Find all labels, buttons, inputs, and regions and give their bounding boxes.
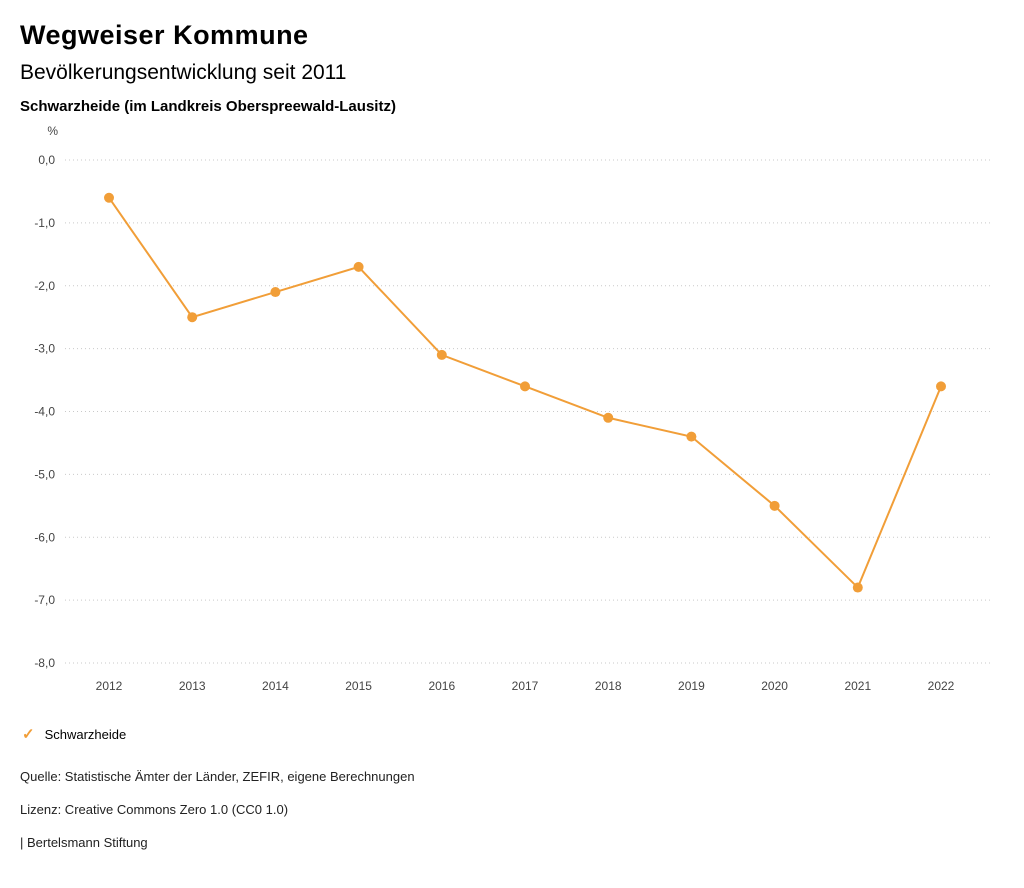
chart-subtitle: Bevölkerungsentwicklung seit 2011: [20, 61, 347, 84]
region-label: Schwarzheide (im Landkreis Oberspreewald…: [20, 98, 396, 115]
y-tick-label: -2,0: [34, 279, 55, 293]
data-point[interactable]: [686, 431, 697, 442]
x-tick-label: 2020: [761, 679, 788, 693]
x-tick-label: 2018: [595, 679, 622, 693]
data-point[interactable]: [520, 381, 530, 392]
legend-item-label[interactable]: Schwarzheide: [44, 726, 127, 742]
x-tick-label: 2021: [844, 679, 871, 693]
y-tick-label: 0,0: [38, 153, 55, 167]
data-point[interactable]: [603, 412, 614, 423]
x-tick-label: 2014: [262, 679, 289, 693]
license-text: Lizenz: Creative Commons Zero 1.0 (CC0 1…: [20, 802, 289, 817]
x-tick-label: 2015: [345, 679, 372, 693]
source-text: Quelle: Statistische Ämter der Länder, Z…: [20, 769, 415, 784]
data-point[interactable]: [769, 500, 780, 511]
x-tick-label: 2016: [428, 679, 455, 693]
data-point[interactable]: [187, 312, 198, 323]
y-tick-label: -7,0: [34, 593, 55, 607]
y-tick-label: -3,0: [34, 342, 55, 356]
y-tick-label: -6,0: [34, 530, 55, 544]
x-tick-label: 2019: [678, 679, 705, 693]
page-title: Wegweiser Kommune: [20, 20, 309, 50]
y-tick-label: -1,0: [34, 216, 55, 230]
x-tick-label: 2012: [96, 679, 123, 693]
legend: ✓ Schwarzheide: [22, 725, 1024, 743]
x-tick-label: 2022: [928, 679, 955, 693]
y-tick-label: -5,0: [34, 467, 55, 481]
data-point[interactable]: [852, 582, 863, 593]
y-tick-label: -4,0: [34, 405, 55, 419]
x-tick-label: 2017: [512, 679, 539, 693]
chart-area: % 0,0 -1,0 -2,0 -3,0 -4,0 -5,0 -6,0 -7,0 -8,0 2012…: [0, 115, 1024, 715]
footer: Quelle: Statistische Ämter der Länder, Z…: [20, 769, 1024, 850]
data-point[interactable]: [270, 287, 281, 298]
data-point[interactable]: [436, 349, 447, 360]
x-tick-label: 2013: [179, 679, 206, 693]
data-point[interactable]: [936, 381, 946, 392]
legend-check-icon[interactable]: ✓: [22, 726, 35, 743]
y-axis-unit-label: %: [47, 124, 58, 138]
data-point[interactable]: [353, 261, 364, 272]
data-point[interactable]: [104, 192, 114, 203]
y-tick-label: -8,0: [34, 656, 55, 670]
header: Wegweiser Kommune Bevölkerungsentwicklun…: [0, 0, 1024, 115]
population-chart: % 0,0 -1,0 -2,0 -3,0 -4,0 -5,0 -6,0 -7,0 -8,0 2012…: [34, 124, 990, 693]
attribution-text: | Bertelsmann Stiftung: [20, 835, 148, 850]
series-line: [108, 197, 942, 590]
